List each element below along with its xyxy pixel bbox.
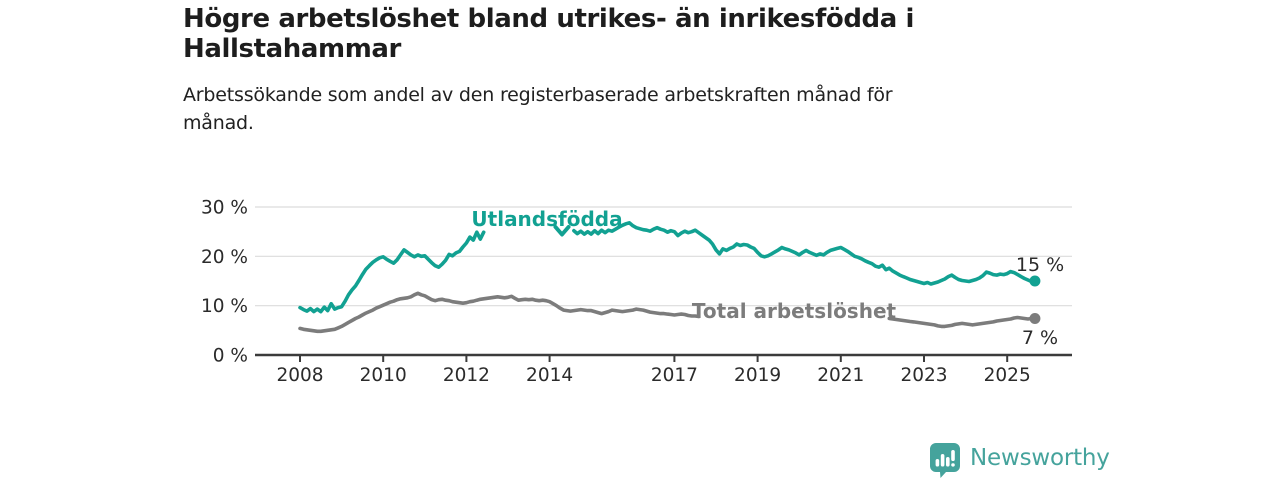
chart-title-line-1: Högre arbetslöshet bland utrikes- än inr… <box>183 4 915 34</box>
chart-title: Högre arbetslöshet bland utrikes- än inr… <box>183 4 1043 64</box>
x-axis-label-2012: 2012 <box>443 365 490 386</box>
y-axis-label-10: 10 % <box>201 296 248 317</box>
chart-subtitle-line-1: Arbetssökande som andel av den registerb… <box>183 84 893 106</box>
y-axis-label-0: 0 % <box>213 346 248 367</box>
y-axis-label-30: 30 % <box>201 198 248 219</box>
chart-subtitle: Arbetssökande som andel av den registerb… <box>183 81 1043 137</box>
chart-title-line-2: Hallstahammar <box>183 34 401 64</box>
series-line-total-segment-1 <box>298 291 701 334</box>
series-line-utlandsfodda-segment-2 <box>572 221 1037 286</box>
series-line-total-segment-2 <box>887 315 1037 329</box>
series-end-dot-utlandsfodda <box>1029 275 1041 287</box>
x-axis-label-2023: 2023 <box>900 365 947 386</box>
series-line-utlandsfodda-segment-1 <box>298 230 486 314</box>
x-axis-label-2019: 2019 <box>734 365 781 386</box>
x-axis-label-2010: 2010 <box>360 365 407 386</box>
series-label-down-chevron-icon <box>553 225 571 237</box>
x-axis-label-2008: 2008 <box>276 365 323 386</box>
x-axis-label-2014: 2014 <box>526 365 573 386</box>
brand-footer: Newsworthy <box>930 442 1110 478</box>
end-value-label-utlandsfodda: 15 % <box>1016 254 1064 276</box>
x-axis-label-2025: 2025 <box>984 365 1031 386</box>
newsworthy-bar-chart-speech-bubble-icon <box>930 442 960 478</box>
series-label-total: Total arbetslöshet <box>692 299 897 323</box>
chart-header: Högre arbetslöshet bland utrikes- än inr… <box>183 4 1043 137</box>
x-axis-label-2021: 2021 <box>817 365 864 386</box>
series-label-utlandsfodda: Utlandsfödda <box>471 207 622 231</box>
x-axis-label-2017: 2017 <box>651 365 698 386</box>
chart-subtitle-line-2: månad. <box>183 112 254 134</box>
series-end-dot-total <box>1029 312 1041 324</box>
end-value-label-total: 7 % <box>1022 327 1058 349</box>
brand-name: Newsworthy <box>970 445 1110 471</box>
y-axis-label-20: 20 % <box>201 247 248 268</box>
